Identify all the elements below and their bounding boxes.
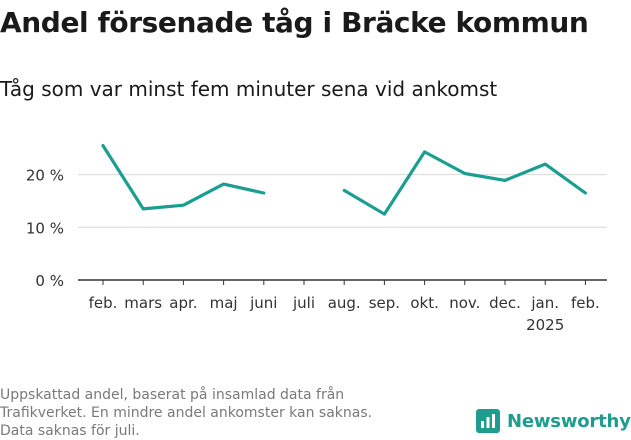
footnote-line: Trafikverket. En mindre andel ankomster …: [0, 405, 373, 421]
y-axis-ticks: 0 % 10 % 20 %: [26, 167, 64, 290]
x-tick-label: mars: [124, 294, 162, 312]
x-tick-label: feb.: [571, 294, 600, 312]
x-tick-label: dec.: [489, 294, 521, 312]
series-lines: [101, 144, 588, 216]
x-tick-label: jan.: [530, 294, 559, 312]
chart-title: Andel försenade tåg i Bräcke kommun: [0, 6, 589, 39]
x-tick-label: aug.: [328, 294, 361, 312]
x-tick-label: apr.: [169, 294, 197, 312]
newsworthy-logo: Newsworthy: [476, 409, 631, 433]
x-tick-label: nov.: [449, 294, 480, 312]
footnote-line: Uppskattad andel, baserat på insamlad da…: [0, 387, 345, 403]
chart-subtitle: Tåg som var minst fem minuter sena vid a…: [0, 77, 498, 101]
y-tick-label: 10 %: [26, 219, 64, 237]
x-tick-label: juli: [292, 294, 315, 312]
footnote-line: Data saknas för juli.: [0, 423, 140, 439]
x-tick-label: juni: [249, 294, 277, 312]
gridlines: [78, 174, 607, 281]
series-line-segment: [342, 150, 588, 216]
y-tick-label: 0 %: [35, 272, 64, 290]
x-axis-ticks: feb. mars apr. maj juni juli aug. sep. okt. nov. d…: [89, 280, 600, 334]
x-tick-label: okt.: [410, 294, 439, 312]
y-tick-label: 20 %: [26, 167, 64, 185]
x-tick-sublabel: 2025: [526, 316, 564, 334]
x-tick-label: sep.: [369, 294, 400, 312]
bar-chart-logo-icon: [476, 409, 500, 433]
footnote: Uppskattad andel, baserat på insamlad da…: [0, 386, 440, 440]
brand-name: Newsworthy: [507, 410, 631, 432]
series-line-segment: [101, 144, 266, 211]
x-tick-label: feb.: [89, 294, 118, 312]
x-tick-label: maj: [210, 294, 238, 312]
